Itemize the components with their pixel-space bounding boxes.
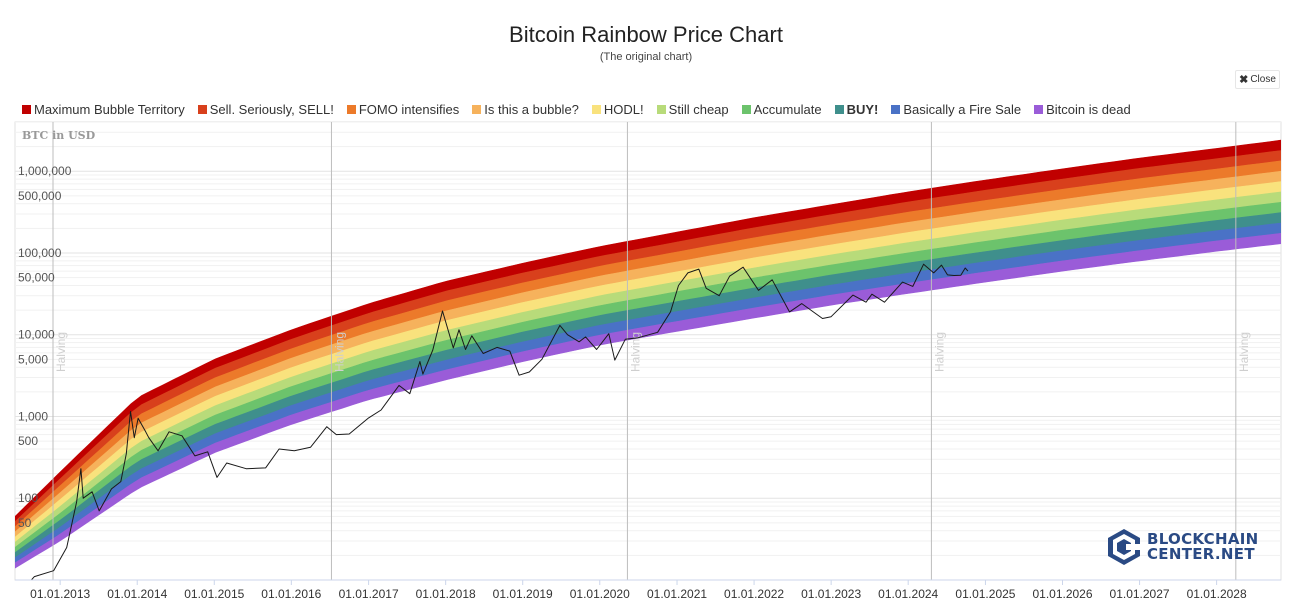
halving-markers: Halving Halving Halving Halving Halving (52, 122, 1251, 580)
legend-label: Bitcoin is dead (1046, 101, 1131, 117)
x-tick-label: 01.01.2018 (416, 587, 476, 601)
legend-label: Accumulate (753, 101, 822, 117)
legend-item[interactable]: Sell. Seriously, SELL! (197, 101, 334, 117)
x-tick-label: 01.01.2014 (107, 587, 167, 601)
legend-swatch (22, 104, 31, 114)
y-tick-label: 50,000 (18, 271, 55, 285)
legend-swatch (1034, 104, 1044, 114)
legend-label: Basically a Fire Sale (903, 101, 1022, 117)
y-tick-label: 500 (18, 434, 38, 448)
halving-label: Halving (628, 332, 642, 372)
x-tick-label: 01.01.2022 (724, 587, 784, 601)
halving-label: Halving (932, 332, 946, 372)
x-tick-label: 01.01.2021 (647, 587, 707, 601)
legend-item[interactable]: Basically a Fire Sale (891, 102, 1021, 117)
y-tick-label: 50 (18, 516, 32, 530)
legend-item[interactable]: HODL! (591, 101, 644, 117)
legend-label: Still cheap (668, 101, 729, 117)
chart-title: Bitcoin Rainbow Price Chart (509, 22, 783, 47)
legend-item[interactable]: Still cheap (656, 101, 729, 117)
y-tick-label: 1,000,000 (18, 164, 72, 178)
x-tick-label: 01.01.2026 (1032, 587, 1092, 601)
rainbow-bands (15, 139, 1281, 569)
x-tick-label: 01.01.2017 (339, 587, 399, 601)
legend-item[interactable]: BUY! (834, 101, 879, 117)
x-tick-labels: 01.01.2013 01.01.2014 01.01.2015 01.01.2016… (30, 580, 1247, 601)
legend-label: Maximum Bubble Territory (34, 101, 185, 117)
legend-swatch (741, 104, 751, 114)
close-button[interactable]: ✖ Close (1235, 70, 1280, 89)
legend-swatch (591, 104, 601, 114)
close-icon: ✖ (1239, 74, 1249, 86)
x-tick-label: 01.01.2025 (955, 587, 1015, 601)
legend: Maximum Bubble Territory Sell. Seriously,… (22, 100, 1144, 118)
legend-swatch (891, 104, 901, 114)
legend-item[interactable]: Bitcoin is dead (1034, 102, 1131, 117)
legend-swatch (834, 104, 844, 114)
btc-price-line (30, 263, 969, 580)
legend-item[interactable]: Maximum Bubble Territory (22, 102, 185, 117)
legend-label: FOMO intensifies (358, 101, 460, 117)
x-tick-label: 01.01.2024 (878, 587, 938, 601)
legend-swatch (346, 104, 356, 114)
x-tick-label: 01.01.2027 (1110, 587, 1170, 601)
x-tick-label: 01.01.2016 (261, 587, 321, 601)
legend-label: Is this a bubble? (484, 101, 579, 117)
legend-item[interactable]: Is this a bubble? (472, 102, 579, 117)
y-tick-label: 500,000 (18, 189, 62, 203)
x-tick-label: 01.01.2013 (30, 587, 90, 601)
x-tick-label: 01.01.2028 (1187, 587, 1247, 601)
logo-line-2: CENTER.NET (1147, 545, 1255, 563)
rainbow-band (15, 232, 1281, 569)
y-tick-label: 100 (18, 491, 38, 505)
logo-cube-icon (1108, 529, 1140, 565)
legend-label: Sell. Seriously, SELL! (209, 101, 334, 117)
x-tick-label: 01.01.2023 (801, 587, 861, 601)
close-label: Close (1250, 74, 1276, 85)
x-tick-label: 01.01.2015 (184, 587, 244, 601)
chart-subtitle: (The original chart) (599, 51, 693, 63)
legend-item[interactable]: Accumulate (741, 101, 822, 117)
logo-line-1: BLOCKCHAIN (1147, 530, 1259, 548)
legend-label: BUY! (846, 101, 879, 117)
legend-swatch (656, 104, 666, 114)
halving-label: Halving (332, 332, 346, 372)
halving-label: Halving (1237, 332, 1251, 372)
y-tick-label: 100,000 (18, 246, 62, 260)
y-axis-title: BTC in USD (22, 129, 96, 142)
blockchaincenter-logo: BLOCKCHAIN CENTER.NET (1106, 527, 1266, 567)
legend-label: HODL! (603, 101, 644, 117)
legend-swatch (472, 104, 482, 114)
x-tick-label: 01.01.2019 (493, 587, 553, 601)
halving-label: Halving (54, 332, 68, 372)
legend-swatch (197, 104, 207, 114)
y-tick-labels: 50 100 500 1,000 5,000 10,000 50,000 100,000 500… (18, 164, 72, 530)
legend-item[interactable]: FOMO intensifies (346, 101, 460, 117)
y-tick-label: 5,000 (18, 352, 48, 366)
y-tick-label: 1,000 (18, 409, 48, 423)
x-tick-label: 01.01.2020 (570, 587, 630, 601)
price-series-group (30, 263, 969, 580)
y-tick-label: 10,000 (18, 328, 55, 342)
